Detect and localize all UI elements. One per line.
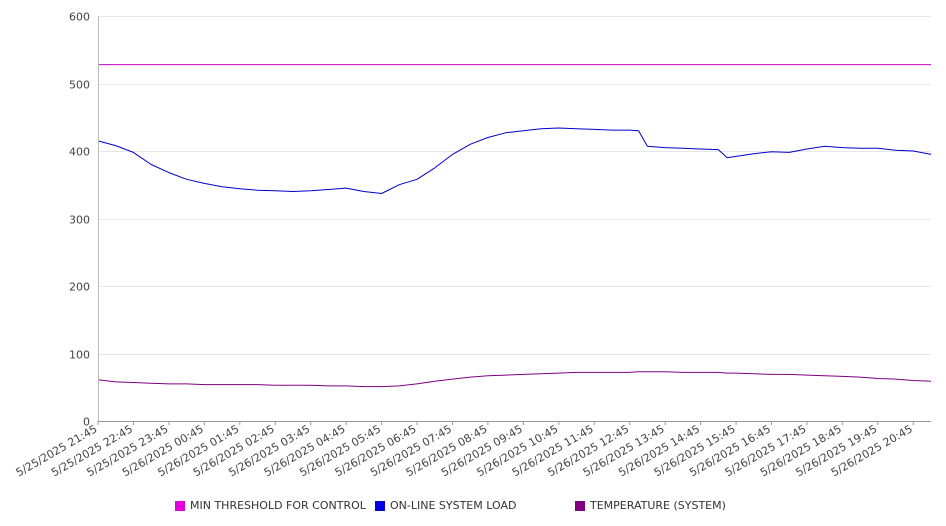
- y-tick-label: 200: [69, 281, 90, 294]
- x-axis-ticks: 5/25/2025 21:455/25/2025 22:455/25/2025 …: [14, 421, 915, 479]
- legend-item-temperature: TEMPERATURE (SYSTEM): [575, 499, 726, 512]
- legend-label-system-load: ON-LINE SYSTEM LOAD: [390, 499, 517, 512]
- y-tick-label: 600: [69, 11, 90, 24]
- y-tick-label: 400: [69, 146, 90, 159]
- legend-swatch-system-load: [375, 500, 385, 511]
- legend-swatch-min-threshold: [175, 500, 185, 511]
- y-tick-label: 100: [69, 349, 90, 362]
- y-tick-label: 0: [83, 416, 90, 429]
- legend-label-min-threshold: MIN THRESHOLD FOR CONTROL: [190, 499, 366, 512]
- series-line-temperature: [97, 371, 932, 388]
- y-tick-label: 300: [69, 214, 90, 227]
- grid-lines: [98, 16, 931, 355]
- legend-item-min-threshold: MIN THRESHOLD FOR CONTROL: [175, 499, 366, 512]
- y-tick-label: 500: [69, 79, 90, 92]
- legend-swatch-temperature: [575, 500, 585, 511]
- legend: MIN THRESHOLD FOR CONTROL ON-LINE SYSTEM…: [0, 499, 946, 515]
- series-line-system-load: [97, 127, 932, 194]
- legend-item-system-load: ON-LINE SYSTEM LOAD: [375, 499, 516, 512]
- legend-label-temperature: TEMPERATURE (SYSTEM): [590, 499, 726, 512]
- y-axis-ticks: 0 100 200 300 400 500 600: [69, 11, 90, 429]
- series-lines: [97, 64, 932, 388]
